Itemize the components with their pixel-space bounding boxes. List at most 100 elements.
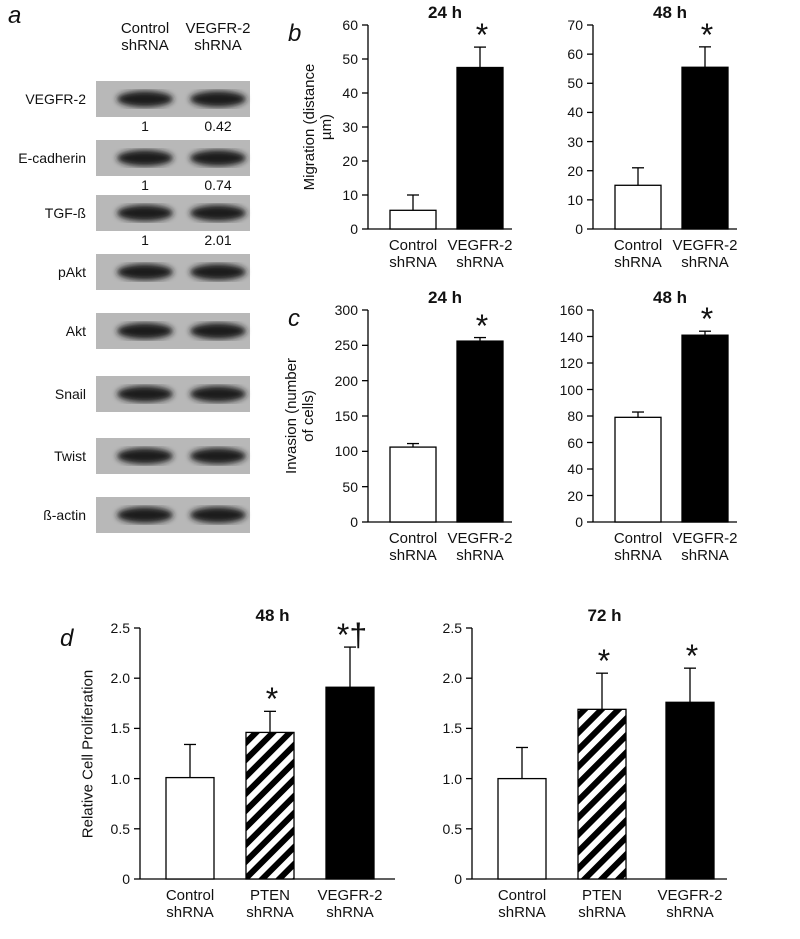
panel-label: a: [8, 2, 22, 29]
blot-band: [190, 91, 246, 107]
blot-band: [117, 448, 173, 464]
panel-label: d: [60, 625, 74, 652]
bar: [577, 708, 627, 880]
y-tick-label: 1.5: [110, 720, 130, 737]
y-axis-label: Relative Cell Proliferation: [79, 669, 97, 838]
blot-band: [190, 150, 246, 166]
y-tick-label: 40: [567, 460, 583, 477]
row-label: TGF-ß: [44, 204, 86, 221]
y-tick-label: 1.5: [442, 720, 462, 737]
y-tick-label: 0: [454, 870, 462, 887]
y-tick-label: 120: [559, 354, 583, 371]
y-tick-label: 50: [567, 75, 583, 92]
blot-band: [190, 264, 246, 280]
column-header: VEGFR-2 shRNA: [185, 20, 251, 55]
row-label: VEGFR-2: [25, 90, 86, 107]
x-tick-label: Control shRNA: [165, 887, 215, 922]
bar: [614, 184, 662, 230]
band-ratio: 0.42: [204, 117, 232, 134]
blot-band: [190, 205, 246, 221]
bar: [245, 731, 295, 880]
y-tick-label: 100: [559, 381, 583, 398]
bar: [456, 340, 504, 523]
band-ratio: 1: [141, 231, 149, 248]
y-tick-label: 40: [342, 84, 358, 101]
band-ratio: 2.01: [204, 231, 232, 248]
blot-band: [117, 507, 173, 523]
blot-band: [117, 386, 173, 402]
bar: [665, 701, 715, 880]
y-tick-label: 0: [350, 220, 358, 237]
panel-label: b: [288, 20, 302, 47]
y-tick-label: 2.5: [442, 619, 462, 636]
band-ratio: 1: [141, 117, 149, 134]
y-tick-label: 140: [559, 328, 583, 345]
significance-mark: *: [475, 307, 489, 344]
x-tick-label: Control shRNA: [613, 237, 663, 272]
row-label: ß-actin: [43, 506, 86, 523]
y-tick-label: 10: [567, 191, 583, 208]
chart-title: 24 h: [427, 3, 463, 22]
bar: [389, 209, 437, 230]
significance-mark: *: [700, 301, 714, 338]
bar: [325, 686, 375, 880]
y-axis-label: Invasion (number of cells): [282, 358, 317, 474]
blot-band: [117, 91, 173, 107]
blot-band: [117, 205, 173, 221]
y-tick-label: 0: [350, 513, 358, 530]
bar: [681, 66, 729, 230]
significance-mark: *: [265, 681, 279, 718]
band-ratio: 0.74: [204, 176, 232, 193]
bar: [614, 416, 662, 523]
x-tick-label: VEGFR-2 shRNA: [317, 887, 383, 922]
y-tick-label: 80: [567, 407, 583, 424]
row-label: Twist: [54, 447, 86, 464]
x-tick-label: Control shRNA: [497, 887, 547, 922]
x-tick-label: VEGFR-2 shRNA: [447, 237, 513, 272]
bar: [165, 776, 215, 880]
y-tick-label: 0: [575, 220, 583, 237]
y-tick-label: 150: [334, 407, 358, 424]
y-tick-label: 0.5: [442, 820, 462, 837]
x-tick-label: VEGFR-2 shRNA: [657, 887, 723, 922]
blot-band: [190, 323, 246, 339]
blot-band: [190, 507, 246, 523]
y-tick-label: 0: [122, 870, 130, 887]
blot-band: [117, 150, 173, 166]
blot-band: [117, 264, 173, 280]
y-tick-label: 30: [342, 118, 358, 135]
chart-title: 48 h: [652, 288, 688, 307]
row-label: E-cadherin: [18, 149, 86, 166]
chart-title: 24 h: [427, 288, 463, 307]
x-tick-label: VEGFR-2 shRNA: [672, 237, 738, 272]
y-tick-label: 2.5: [110, 619, 130, 636]
y-tick-label: 60: [567, 434, 583, 451]
y-axis-label: Migration (distance µm): [300, 63, 335, 191]
bar: [389, 446, 437, 523]
y-tick-label: 60: [567, 46, 583, 63]
y-tick-label: 20: [567, 162, 583, 179]
x-tick-label: PTEN shRNA: [578, 887, 626, 922]
y-tick-label: 30: [567, 133, 583, 150]
band-ratio: 1: [141, 176, 149, 193]
blot-band: [190, 386, 246, 402]
bar: [497, 777, 547, 880]
blot-band: [117, 323, 173, 339]
y-tick-label: 1.0: [110, 770, 130, 787]
x-tick-label: VEGFR-2 shRNA: [672, 530, 738, 565]
chart-title: 48 h: [652, 3, 688, 22]
y-tick-label: 0: [575, 513, 583, 530]
row-label: Akt: [65, 322, 86, 339]
chart-title: 72 h: [587, 606, 622, 625]
y-tick-label: 70: [567, 16, 583, 33]
y-tick-label: 250: [334, 337, 358, 354]
y-tick-label: 0.5: [110, 820, 130, 837]
x-tick-label: Control shRNA: [388, 237, 438, 272]
significance-mark: *: [597, 643, 611, 680]
blot-band: [190, 448, 246, 464]
y-tick-label: 1.0: [442, 770, 462, 787]
row-label: pAkt: [57, 263, 86, 280]
y-tick-label: 50: [342, 478, 358, 495]
